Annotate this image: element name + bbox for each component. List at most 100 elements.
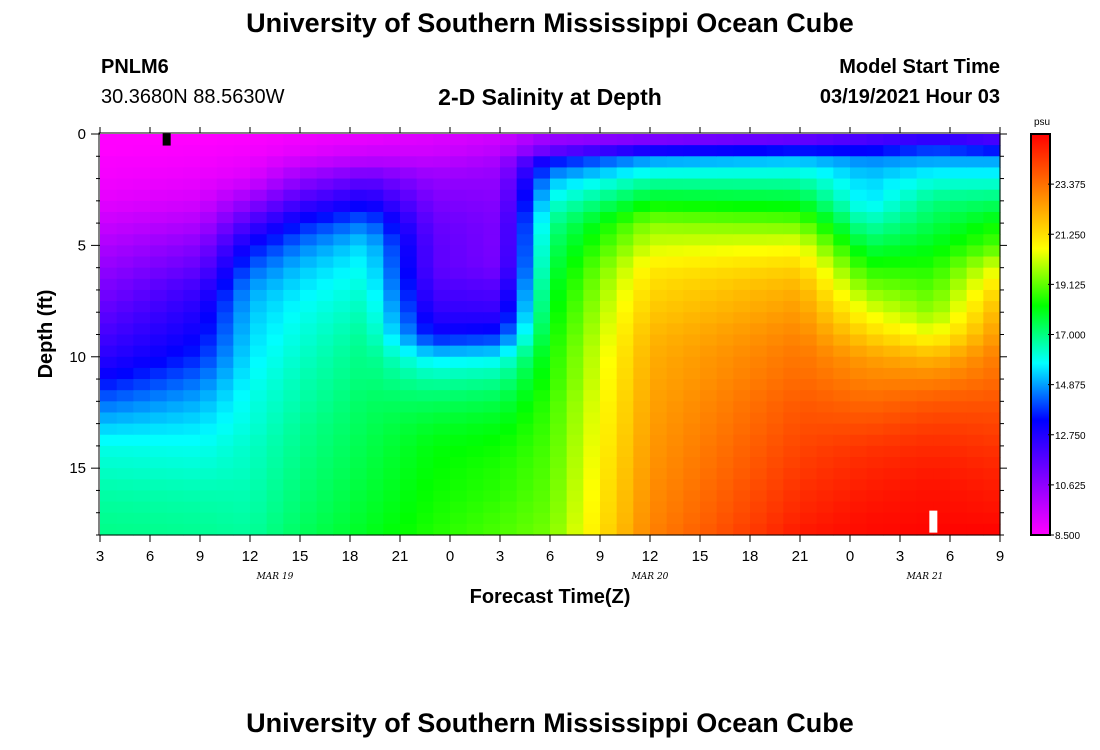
heatmap-cell: [500, 423, 518, 436]
heatmap-cell: [450, 401, 468, 414]
heatmap-cell: [550, 390, 568, 402]
heatmap-cell: [483, 189, 501, 202]
heatmap-cell: [733, 345, 751, 358]
heatmap-cell: [516, 178, 534, 191]
heatmap-cell: [816, 278, 834, 291]
heatmap-cell: [616, 312, 634, 324]
heatmap-cell: [466, 379, 484, 391]
heatmap-cell: [233, 211, 251, 224]
heatmap-cell: [633, 245, 651, 258]
heatmap-cell: [100, 211, 118, 224]
heatmap-cell: [583, 156, 601, 169]
heatmap-cell: [333, 457, 351, 469]
heatmap-cell: [900, 501, 918, 514]
heatmap-cell: [433, 134, 451, 146]
heatmap-cell: [316, 167, 334, 180]
heatmap-cell: [183, 479, 201, 492]
heatmap-cell: [316, 211, 334, 224]
heatmap-cell: [983, 490, 1001, 503]
heatmap-cell: [283, 245, 301, 258]
heatmap-cell: [250, 390, 268, 402]
heatmap-cell: [900, 312, 918, 324]
heatmap-cell: [466, 312, 484, 324]
heatmap-cell: [616, 434, 634, 447]
heatmap-cell: [200, 289, 218, 302]
heatmap-cell: [533, 189, 551, 202]
heatmap-cell: [483, 234, 501, 246]
heatmap-cell: [550, 312, 568, 324]
heatmap-cell: [566, 323, 584, 336]
heatmap-cell: [933, 356, 951, 369]
heatmap-cell: [150, 334, 168, 347]
heatmap-cell: [850, 278, 868, 291]
heatmap-cell: [966, 245, 984, 258]
heatmap-cell: [100, 479, 118, 492]
heatmap-cell: [933, 445, 951, 458]
heatmap-cell: [350, 189, 368, 202]
heatmap-cell: [666, 223, 684, 235]
heatmap-cell: [683, 200, 701, 213]
heatmap-cell: [416, 156, 434, 169]
heatmap-cell: [133, 234, 151, 246]
heatmap-cell: [450, 334, 468, 347]
heatmap-cell: [566, 501, 584, 514]
heatmap-cell: [116, 345, 134, 358]
heatmap-cell: [400, 367, 418, 380]
heatmap-cell: [366, 423, 384, 436]
heatmap-cell: [216, 379, 234, 391]
heatmap-cell: [966, 301, 984, 313]
heatmap-cell: [633, 379, 651, 391]
heatmap-cell: [800, 334, 818, 347]
heatmap-cell: [366, 468, 384, 480]
heatmap-cell: [966, 334, 984, 347]
heatmap-cell: [100, 200, 118, 213]
heatmap-cell: [333, 289, 351, 302]
heatmap-cell: [166, 200, 184, 213]
heatmap-cell: [866, 457, 884, 469]
heatmap-cell: [700, 234, 718, 246]
heatmap-cell: [816, 178, 834, 191]
heatmap-cell: [950, 345, 968, 358]
heatmap-cell: [816, 434, 834, 447]
heatmap-cell: [800, 234, 818, 246]
heatmap-cell: [133, 334, 151, 347]
heatmap-cell: [683, 134, 701, 146]
heatmap-cell: [216, 356, 234, 369]
heatmap-cell: [533, 356, 551, 369]
heatmap-cell: [583, 379, 601, 391]
heatmap-cell: [683, 423, 701, 436]
heatmap-cell: [250, 468, 268, 480]
heatmap-cell: [233, 445, 251, 458]
heatmap-cell: [916, 200, 934, 213]
heatmap-cell: [666, 490, 684, 503]
heatmap-cell: [733, 211, 751, 224]
heatmap-cell: [516, 457, 534, 469]
heatmap-cell: [266, 267, 284, 280]
heatmap-cell: [883, 289, 901, 302]
heatmap-cell: [916, 278, 934, 291]
heatmap-cell: [366, 457, 384, 469]
heatmap-cell: [116, 323, 134, 336]
heatmap-cell: [683, 367, 701, 380]
heatmap-cell: [766, 401, 784, 414]
heatmap-cell: [516, 289, 534, 302]
heatmap-cell: [933, 457, 951, 469]
heatmap-cell: [816, 289, 834, 302]
heatmap-cell: [850, 156, 868, 169]
heatmap-cell: [250, 145, 268, 157]
heatmap-cell: [250, 434, 268, 447]
heatmap-cell: [100, 167, 118, 180]
heatmap-cell: [716, 445, 734, 458]
heatmap-cell: [266, 512, 284, 525]
heatmap-cell: [983, 267, 1001, 280]
heatmap-cell: [900, 234, 918, 246]
heatmap-cell: [800, 289, 818, 302]
heatmap-cell: [533, 423, 551, 436]
heatmap-cell: [266, 211, 284, 224]
heatmap-cell: [783, 323, 801, 336]
heatmap-cell: [766, 457, 784, 469]
heatmap-cell: [766, 312, 784, 324]
heatmap-cell: [316, 245, 334, 258]
heatmap-cell: [350, 256, 368, 269]
heatmap-cell: [100, 412, 118, 425]
